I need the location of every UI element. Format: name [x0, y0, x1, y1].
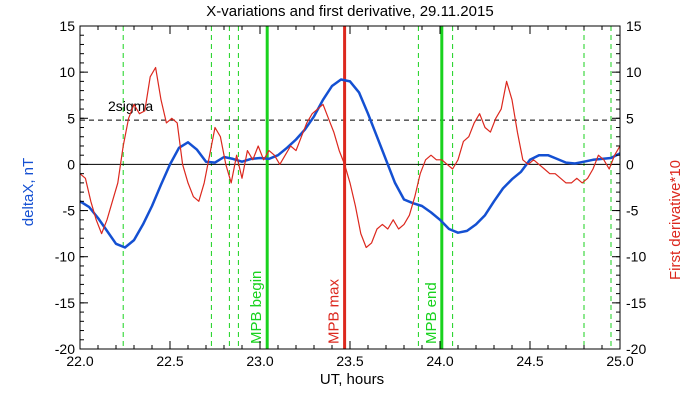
- axes: 22.0 22.5 23.0 23.5 24.0 24.5 25.0 15 10 5 0 -5 -10 -…: [55, 18, 647, 369]
- y-right-tick-label: 10: [626, 64, 642, 80]
- y-right-tick-label: 0: [626, 156, 634, 172]
- mpb-markers: MPB begin MPB max MPB end: [248, 26, 444, 349]
- y-right-tick-label: -5: [626, 203, 639, 219]
- x-tick-label: 23.5: [336, 353, 363, 369]
- x-tick-label: 22.5: [156, 353, 183, 369]
- x-axis-label: UT, hours: [320, 371, 384, 388]
- x-tick-label: 25.0: [606, 353, 633, 369]
- chart-title: X-variations and first derivative, 29.11…: [206, 3, 493, 20]
- data-series: [79, 66, 621, 249]
- x-tick-label: 23.0: [246, 353, 273, 369]
- y-right-tick-label: -10: [626, 249, 646, 265]
- marker-label: MPB begin: [248, 271, 265, 344]
- x-tick-label: 22.0: [66, 353, 93, 369]
- marker-label: MPB end: [423, 282, 440, 344]
- y-left-tick-label: 15: [59, 18, 75, 34]
- marker-label: MPB max: [326, 278, 343, 344]
- y-left-tick-label: 5: [67, 110, 75, 126]
- y-right-tick-label: -20: [626, 341, 646, 357]
- y-right-tick-label: 5: [626, 110, 634, 126]
- y-left-tick-label: 0: [67, 156, 75, 172]
- y-left-tick-label: -10: [55, 249, 75, 265]
- series-line-derivative: [79, 66, 621, 249]
- x-tick-label: 24.0: [426, 353, 453, 369]
- series-line-deltax: [79, 78, 621, 249]
- y-left-tick-label: -5: [63, 203, 76, 219]
- y-left-tick-label: -15: [55, 295, 75, 311]
- y-right-tick-label: 15: [626, 18, 642, 34]
- y-right-tick-label: -15: [626, 295, 646, 311]
- y-axis-right-label: First derivative*10: [667, 160, 684, 280]
- y-left-tick-label: 10: [59, 64, 75, 80]
- x-tick-label: 24.5: [516, 353, 543, 369]
- sigma-label: 2sigma: [108, 98, 153, 114]
- y-left-tick-label: -20: [55, 341, 75, 357]
- y-axis-left-label: deltaX, nT: [20, 158, 37, 226]
